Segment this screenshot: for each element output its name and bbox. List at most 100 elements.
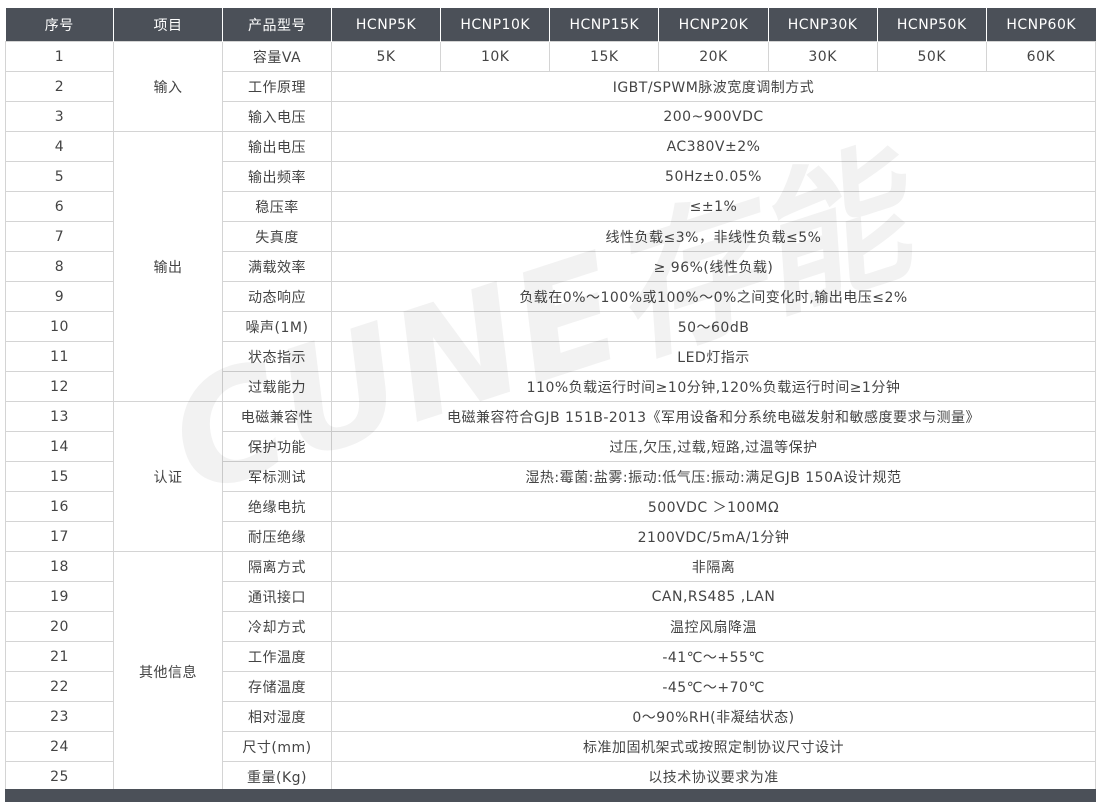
value: 0～90%RH(非凝结状态) (331, 701, 1096, 732)
value: AC380V±2% (331, 131, 1096, 162)
header-cell: HCNP60K (985, 8, 1096, 42)
parameter: 重量(Kg) (222, 761, 332, 792)
parameter: 状态指示 (222, 341, 332, 372)
value: LED灯指示 (331, 341, 1096, 372)
row-number: 12 (5, 371, 114, 402)
row: 17 耐压绝缘 2100VDC/5mA/1分钟 (5, 521, 1096, 552)
header-cell: HCNP20K (658, 8, 769, 42)
row-number: 18 (5, 551, 114, 582)
row: 3 输入电压 200~900VDC (5, 101, 1096, 132)
row: 4 输出 输出电压 AC380V±2% (5, 131, 1096, 402)
row-number: 14 (5, 431, 114, 462)
row: 1 输入 容量VA 5K 10K 15K 20K 30K 50K 60K (5, 41, 1097, 132)
row: 18 其他信息 隔离方式 非隔离 (5, 551, 1096, 792)
group-label: 认证 (113, 401, 223, 552)
row-number: 1 (5, 41, 114, 72)
value: 110%负载运行时间≥10分钟,120%负载运行时间≥1分钟 (331, 371, 1096, 402)
header-cell: HCNP5K (330, 8, 441, 42)
row: 21 工作温度 -41℃～+55℃ (5, 641, 1096, 672)
row-number: 24 (5, 731, 114, 762)
model-value: 15K (549, 41, 660, 72)
header-cell: HCNP15K (549, 8, 659, 42)
table-body: 1 输入 容量VA 5K 10K 15K 20K 30K 50K 60K 2 工作原理 IGBT/SPW… (5, 41, 1097, 792)
row-number: 22 (5, 671, 114, 702)
header-cell: 序号 (5, 8, 114, 42)
parameter: 输入电压 (222, 101, 332, 132)
row-number: 4 (5, 131, 114, 162)
value: 标准加固机架式或按照定制协议尺寸设计 (331, 731, 1096, 762)
row: 9 动态响应 负载在0%～100%或100%～0%之间变化时,输出电压≤2% (5, 281, 1096, 312)
header-cell: HCNP30K (767, 8, 878, 42)
parameter: 噪声(1M) (222, 311, 332, 342)
row-number: 19 (5, 581, 114, 612)
value: 湿热:霉菌:盐雾:振动:低气压:振动:满足GJB 150A设计规范 (331, 461, 1096, 492)
row: 11 状态指示 LED灯指示 (5, 341, 1096, 372)
row: 7 失真度 线性负载≤3%，非线性负载≤5% (5, 221, 1096, 252)
row: 6 稳压率 ≤±1% (5, 191, 1096, 222)
model-value: 30K (767, 41, 878, 72)
model-value: 50K (876, 41, 987, 72)
row-number: 9 (5, 281, 114, 312)
parameter: 工作温度 (222, 641, 332, 672)
model-value: 5K (330, 41, 442, 72)
row-number: 7 (5, 221, 114, 252)
model-value: 10K (440, 41, 551, 72)
model-value: 60K (985, 41, 1097, 72)
parameter: 容量VA (222, 41, 332, 72)
row-number: 6 (5, 191, 114, 222)
row: 19 通讯接口 CAN,RS485 ,LAN (5, 581, 1096, 612)
row: 2 工作原理 IGBT/SPWM脉波宽度调制方式 (5, 71, 1096, 102)
parameter: 相对湿度 (222, 701, 332, 732)
parameter: 输出频率 (222, 161, 332, 192)
row: 24 尺寸(mm) 标准加固机架式或按照定制协议尺寸设计 (5, 731, 1096, 762)
value: 50～60dB (331, 311, 1096, 342)
parameter: 存储温度 (222, 671, 332, 702)
row-number: 5 (5, 161, 114, 192)
row: 12 过载能力 110%负载运行时间≥10分钟,120%负载运行时间≥1分钟 (5, 371, 1096, 402)
value: ≤±1% (331, 191, 1096, 222)
model-value: 20K (658, 41, 769, 72)
parameter: 稳压率 (222, 191, 332, 222)
value: 以技术协议要求为准 (331, 761, 1096, 792)
parameter: 保护功能 (222, 431, 332, 462)
value: 非隔离 (331, 551, 1096, 582)
value: 50Hz±0.05% (331, 161, 1096, 192)
row-number: 11 (5, 341, 114, 372)
parameter: 通讯接口 (222, 581, 332, 612)
value: CAN,RS485 ,LAN (331, 581, 1096, 612)
group-label: 输入 (113, 41, 223, 132)
parameter: 冷却方式 (222, 611, 332, 642)
parameter: 工作原理 (222, 71, 332, 102)
parameter: 绝缘电抗 (222, 491, 332, 522)
row: 22 存储温度 -45℃～+70℃ (5, 671, 1096, 702)
value: ≥ 96%(线性负载) (331, 251, 1096, 282)
group-label: 其他信息 (113, 551, 223, 792)
parameter: 耐压绝缘 (222, 521, 332, 552)
header-cell: HCNP50K (876, 8, 987, 42)
row-number: 8 (5, 251, 114, 282)
value: 过压,欠压,过载,短路,过温等保护 (331, 431, 1096, 462)
parameter: 隔离方式 (222, 551, 332, 582)
value: -45℃～+70℃ (331, 671, 1096, 702)
parameter: 满载效率 (222, 251, 332, 282)
parameter: 动态响应 (222, 281, 332, 312)
row: 25 重量(Kg) 以技术协议要求为准 (5, 761, 1096, 792)
parameter: 过载能力 (222, 371, 332, 402)
value: 温控风扇降温 (331, 611, 1096, 642)
parameter: 电磁兼容性 (222, 401, 332, 432)
parameter: 尺寸(mm) (222, 731, 332, 762)
header-cell: HCNP10K (440, 8, 550, 42)
row-number: 13 (5, 401, 114, 432)
value: 电磁兼容符合GJB 151B-2013《军用设备和分系统电磁发射和敏感度要求与测… (331, 401, 1096, 432)
row-number: 3 (5, 101, 114, 132)
row-number: 21 (5, 641, 114, 672)
row-number: 25 (5, 761, 114, 792)
value: 200~900VDC (331, 101, 1096, 132)
header-cell: 项目 (113, 8, 223, 42)
header-row: 序号 项目 产品型号 HCNP5K HCNP10K HCNP15K HCNP20K HCNP3… (5, 8, 1096, 42)
row: 10 噪声(1M) 50～60dB (5, 311, 1096, 342)
row-number: 23 (5, 701, 114, 732)
value: IGBT/SPWM脉波宽度调制方式 (331, 71, 1096, 102)
parameter: 输出电压 (222, 131, 332, 162)
